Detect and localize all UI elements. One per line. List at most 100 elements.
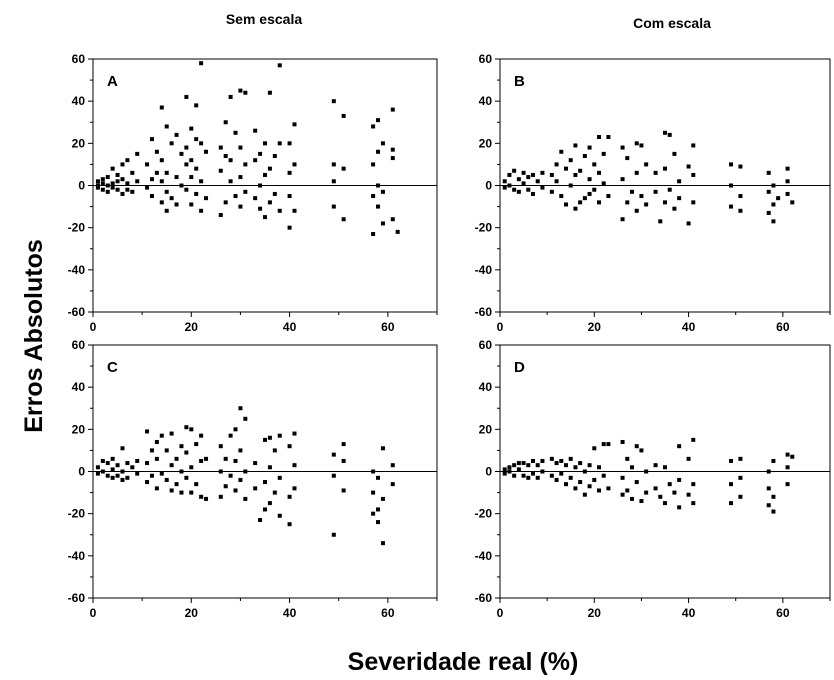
data-point bbox=[272, 191, 277, 196]
data-point bbox=[267, 501, 272, 506]
data-point bbox=[233, 458, 238, 463]
data-point bbox=[238, 204, 243, 209]
data-point bbox=[559, 194, 564, 199]
y-tick-label: 20 bbox=[72, 422, 86, 436]
data-point bbox=[582, 469, 587, 474]
data-point bbox=[199, 179, 204, 184]
data-point bbox=[620, 439, 625, 444]
data-point bbox=[263, 437, 267, 442]
data-point bbox=[776, 196, 781, 201]
data-point bbox=[120, 477, 125, 482]
data-point bbox=[766, 189, 771, 194]
data-point bbox=[174, 175, 179, 180]
y-tick-label: -60 bbox=[68, 591, 86, 605]
y-tick-label: 60 bbox=[479, 338, 493, 352]
data-point bbox=[564, 166, 568, 171]
data-point bbox=[601, 473, 606, 478]
data-point bbox=[390, 156, 395, 161]
data-point bbox=[597, 465, 601, 470]
data-point bbox=[766, 210, 771, 215]
data-point bbox=[218, 469, 223, 474]
data-point bbox=[145, 429, 150, 434]
data-point bbox=[601, 442, 606, 447]
data-point bbox=[263, 480, 267, 485]
data-point bbox=[663, 130, 667, 135]
data-point bbox=[729, 183, 733, 188]
data-point bbox=[592, 162, 597, 167]
data-point bbox=[766, 503, 771, 508]
data-point bbox=[223, 484, 228, 489]
data-point bbox=[597, 488, 601, 493]
x-tick-label: 0 bbox=[90, 606, 97, 620]
data-point bbox=[199, 141, 204, 146]
data-point bbox=[729, 482, 733, 487]
data-point bbox=[658, 219, 663, 224]
panel-c: -60 -40 -20 0 20 40 60 0 20 40 60 C bbox=[68, 338, 438, 620]
data-point bbox=[540, 185, 545, 190]
data-point bbox=[667, 482, 672, 487]
data-point bbox=[677, 196, 682, 201]
data-point bbox=[512, 463, 517, 468]
data-point bbox=[110, 166, 115, 171]
data-point bbox=[145, 185, 150, 190]
data-point bbox=[189, 158, 194, 163]
data-point bbox=[277, 208, 282, 213]
data-point bbox=[218, 213, 223, 218]
y-tick-label: 60 bbox=[479, 52, 493, 66]
data-point bbox=[785, 179, 790, 184]
data-point bbox=[526, 187, 531, 192]
data-point bbox=[738, 494, 743, 499]
data-point bbox=[233, 130, 238, 135]
x-tick-label: 0 bbox=[90, 320, 97, 334]
data-point bbox=[287, 170, 292, 175]
data-point bbox=[738, 475, 743, 480]
data-point bbox=[331, 204, 336, 209]
data-point bbox=[568, 475, 573, 480]
data-point bbox=[620, 145, 625, 150]
data-point bbox=[184, 187, 189, 192]
data-point bbox=[644, 469, 649, 474]
data-point bbox=[790, 200, 795, 205]
data-point bbox=[258, 151, 263, 156]
data-point bbox=[100, 177, 105, 182]
data-point bbox=[540, 469, 545, 474]
data-point bbox=[526, 475, 531, 480]
data-point bbox=[277, 433, 282, 438]
data-point bbox=[287, 194, 292, 199]
data-point bbox=[601, 181, 606, 186]
data-point bbox=[149, 177, 154, 182]
data-point bbox=[194, 191, 199, 196]
data-point bbox=[243, 162, 248, 167]
x-tick-label: 60 bbox=[776, 320, 790, 334]
data-point bbox=[292, 463, 297, 468]
data-point bbox=[568, 158, 573, 163]
data-point bbox=[507, 172, 512, 177]
data-point bbox=[149, 473, 154, 478]
data-point bbox=[535, 475, 540, 480]
data-point bbox=[549, 189, 554, 194]
data-point bbox=[154, 486, 159, 491]
data-point bbox=[376, 475, 381, 480]
column-title-right: Com escala bbox=[633, 15, 711, 31]
data-point bbox=[691, 143, 696, 148]
data-point bbox=[179, 183, 184, 188]
data-point bbox=[587, 484, 592, 489]
data-point bbox=[95, 471, 100, 476]
data-point bbox=[630, 465, 634, 470]
data-point bbox=[194, 137, 199, 142]
data-point bbox=[592, 477, 597, 482]
data-point bbox=[390, 107, 395, 112]
y-axis-label: Erros Absolutos bbox=[20, 239, 48, 433]
x-tick-label: 40 bbox=[682, 606, 696, 620]
data-point bbox=[238, 477, 243, 482]
y-tick-label: 20 bbox=[479, 136, 493, 150]
data-point bbox=[233, 488, 238, 493]
data-point bbox=[179, 151, 184, 156]
data-point bbox=[263, 507, 267, 512]
y-tick-label: 20 bbox=[72, 136, 86, 150]
data-point bbox=[771, 458, 776, 463]
data-point bbox=[164, 477, 169, 482]
data-point bbox=[287, 444, 292, 449]
y-tick-label: 40 bbox=[72, 380, 86, 394]
